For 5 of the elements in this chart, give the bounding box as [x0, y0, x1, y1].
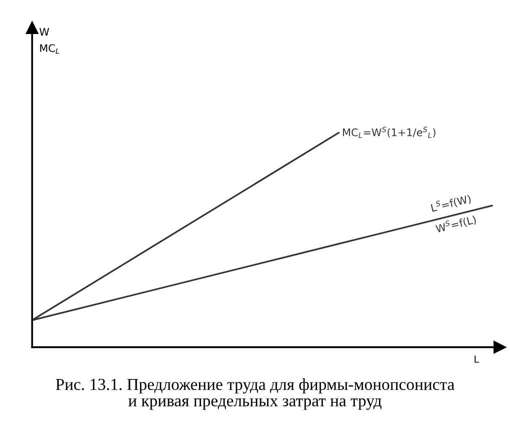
text: Рис. 13.1. Предложение труда для фирмы-монопсониста и кривая предельных затрат на труд [56, 378, 454, 410]
series-label: MC$_{L}$=W$^{S}$(1+1/e$^{S}$$_{L}$) [343, 126, 436, 138]
text: L$^{S}$=f(W) W$^{S}$=f(L) [430, 194, 477, 233]
x-axis-title: L [474, 356, 480, 363]
text: W MC$_{L}$ [39, 28, 60, 54]
